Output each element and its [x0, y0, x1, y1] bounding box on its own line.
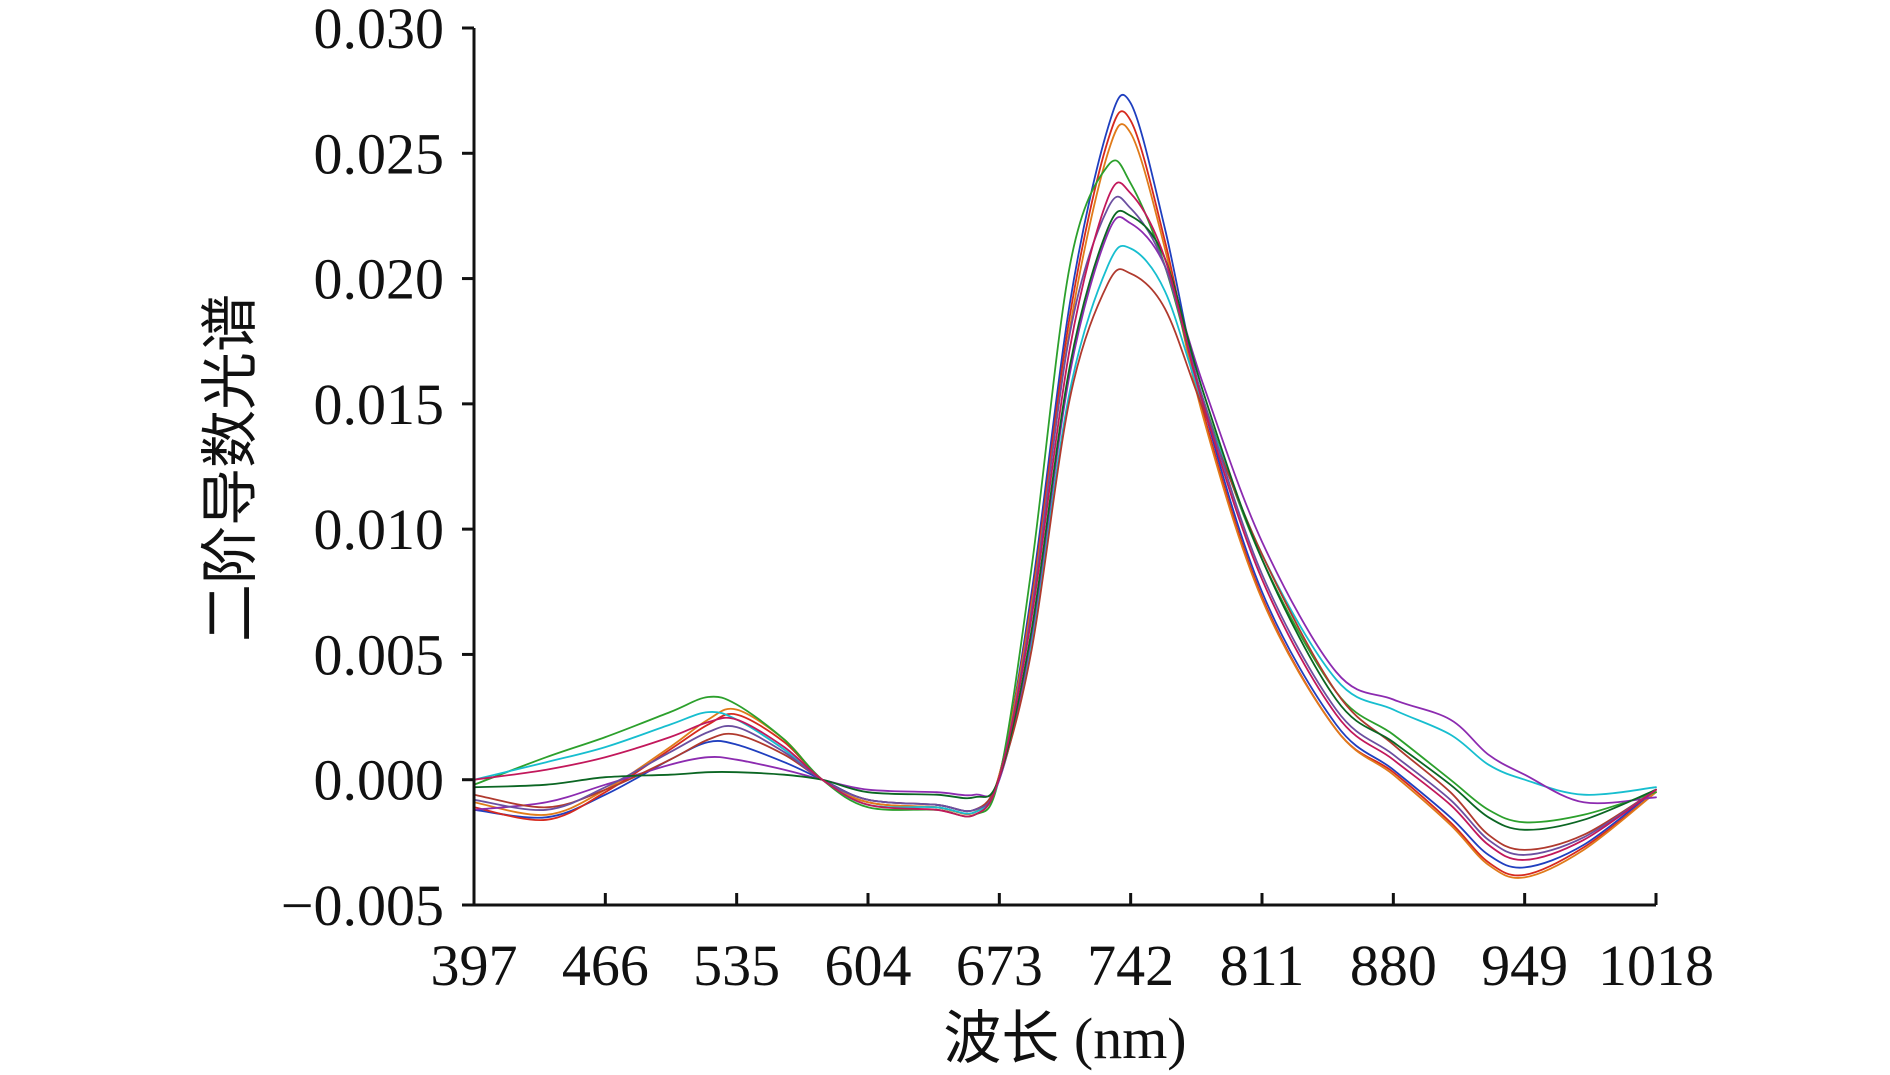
- x-tick-label: 673: [956, 933, 1043, 998]
- y-tick-label: 0.005: [314, 622, 445, 687]
- x-tick-label: 535: [693, 933, 780, 998]
- y-tick-label: −0.005: [281, 873, 444, 938]
- series-line-3: [473, 123, 1657, 879]
- y-tick-label: 0.010: [314, 497, 445, 562]
- y-tick-label: 0.025: [314, 121, 445, 186]
- series-line-8: [473, 195, 1657, 856]
- series-lines: [473, 94, 1657, 879]
- series-line-1: [473, 94, 1657, 869]
- x-tick-label: 811: [1220, 933, 1305, 998]
- y-axis-title: 二阶导数光谱: [198, 294, 263, 642]
- series-line-4: [473, 159, 1657, 824]
- x-tick-label: 949: [1481, 933, 1568, 998]
- series-line-2: [473, 110, 1657, 877]
- y-axis-ticks: 0.030 0.025 0.020 0.015 0.010 0.005 0.000 −0.00…: [281, 0, 474, 938]
- x-tick-label: 604: [825, 933, 912, 998]
- x-tick-label: 466: [562, 933, 649, 998]
- x-tick-label: 397: [431, 933, 518, 998]
- series-line-5: [473, 245, 1657, 815]
- x-tick-label: 742: [1087, 933, 1174, 998]
- axis-frame: [472, 28, 1656, 907]
- x-axis-ticks: 397 466 535 604 673 742 811 880 949 1018: [431, 893, 1714, 998]
- y-tick-label: 0.000: [314, 748, 445, 813]
- series-line-6: [473, 216, 1657, 811]
- series-line-10: [473, 181, 1657, 861]
- y-tick-label: 0.020: [314, 247, 445, 312]
- y-tick-label: 0.015: [314, 372, 445, 437]
- x-tick-label: 1018: [1598, 933, 1714, 998]
- y-tick-label: 0.030: [314, 0, 445, 61]
- x-tick-label: 880: [1350, 933, 1437, 998]
- series-line-9: [473, 210, 1657, 831]
- series-line-7: [473, 268, 1657, 851]
- x-axis-title: 波长 (nm): [943, 1006, 1186, 1071]
